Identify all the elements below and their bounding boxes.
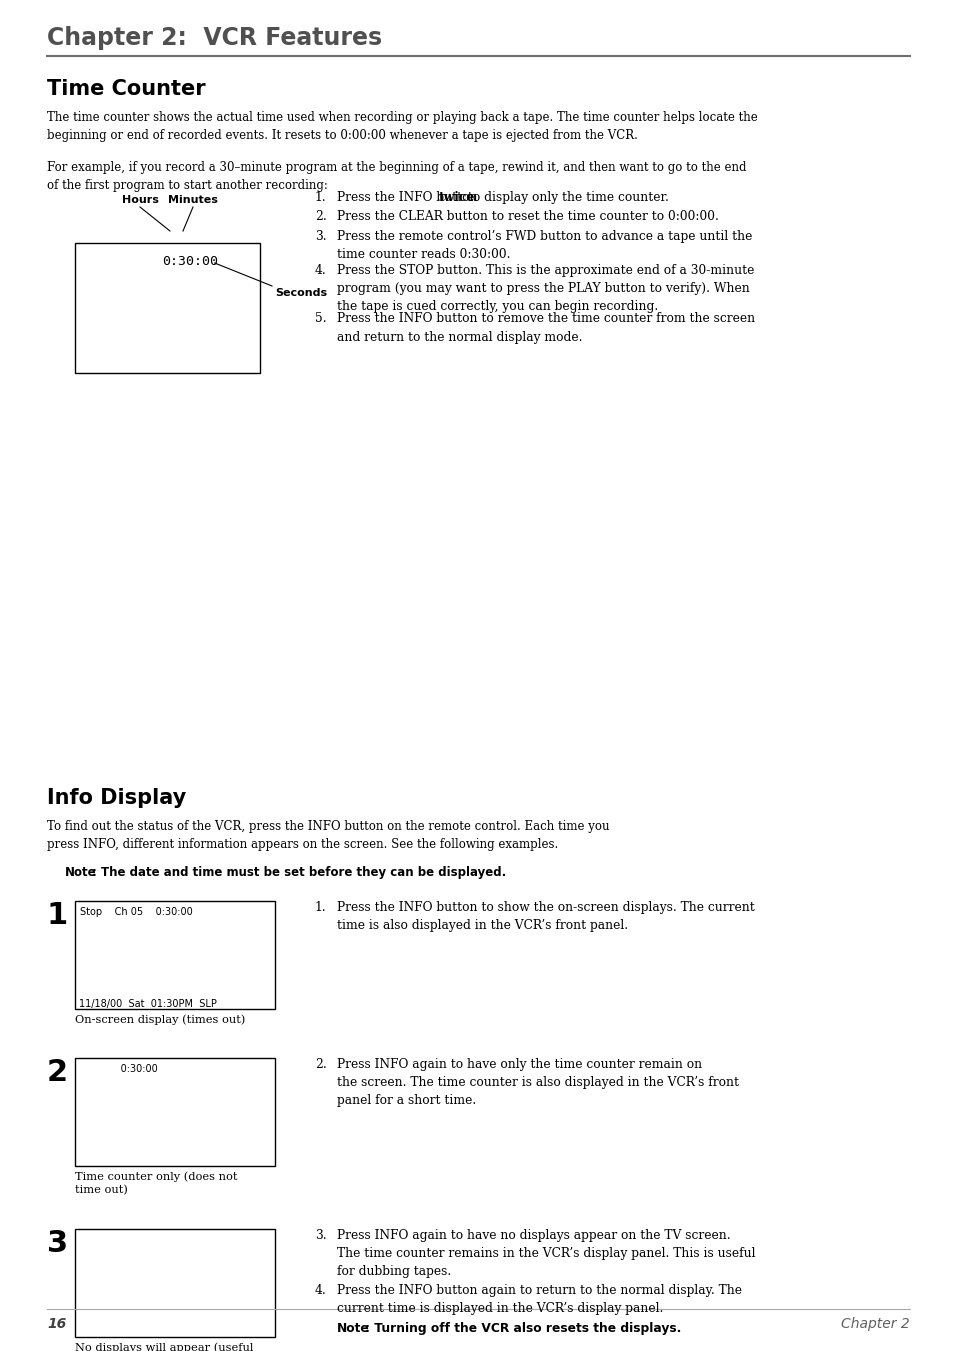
Text: 4.: 4. (314, 263, 327, 277)
Text: Chapter 2: Chapter 2 (841, 1317, 909, 1331)
Text: Note: Note (336, 1323, 370, 1335)
Bar (75, 901, 274, 1009)
Text: 3.: 3. (314, 1229, 326, 1242)
Text: 11/18/00  Sat  01:30PM  SLP: 11/18/00 Sat 01:30PM SLP (79, 998, 216, 1009)
Text: The time counter shows the actual time used when recording or playing back a tap: The time counter shows the actual time u… (47, 111, 757, 142)
Text: 2.: 2. (314, 211, 327, 223)
Text: Info Display: Info Display (47, 788, 186, 808)
Text: 3: 3 (47, 1229, 68, 1258)
Bar (75, 243, 260, 373)
Text: Minutes: Minutes (168, 195, 217, 205)
Text: To find out the status of the VCR, press the INFO button on the remote control. : To find out the status of the VCR, press… (47, 820, 609, 851)
Text: Press the INFO button: Press the INFO button (336, 190, 481, 204)
Text: to display only the time counter.: to display only the time counter. (464, 190, 668, 204)
Text: 0:30:00: 0:30:00 (80, 1065, 157, 1074)
Text: 0:30:00: 0:30:00 (161, 255, 217, 267)
Text: 1.: 1. (314, 190, 326, 204)
Text: 4.: 4. (314, 1283, 327, 1297)
Bar (75, 1058, 274, 1166)
Text: 1.: 1. (314, 901, 326, 915)
Text: Press the INFO button again to return to the normal display. The
current time is: Press the INFO button again to return to… (336, 1283, 741, 1315)
Text: Press the INFO button to remove the time counter from the screen
and return to t: Press the INFO button to remove the time… (336, 312, 755, 343)
Text: 5.: 5. (314, 312, 326, 326)
Bar (75, 1229, 274, 1337)
Text: Press the CLEAR button to reset the time counter to 0:00:00.: Press the CLEAR button to reset the time… (336, 211, 719, 223)
Text: 1: 1 (47, 901, 69, 929)
Text: For example, if you record a 30–minute program at the beginning of a tape, rewin: For example, if you record a 30–minute p… (47, 161, 745, 192)
Text: Press INFO again to have only the time counter remain on
the screen. The time co: Press INFO again to have only the time c… (336, 1058, 739, 1106)
Text: : The date and time must be set before they can be displayed.: : The date and time must be set before t… (91, 866, 506, 880)
Text: Chapter 2:  VCR Features: Chapter 2: VCR Features (47, 26, 382, 50)
Text: Time counter only (does not
time out): Time counter only (does not time out) (75, 1171, 237, 1196)
Text: Hours: Hours (121, 195, 158, 205)
Text: twice: twice (437, 190, 474, 204)
Text: On-screen display (times out): On-screen display (times out) (75, 1015, 245, 1024)
Text: Time Counter: Time Counter (47, 78, 206, 99)
Text: 3.: 3. (314, 230, 326, 243)
Text: Press the STOP button. This is the approximate end of a 30-minute
program (you m: Press the STOP button. This is the appro… (336, 263, 754, 313)
Text: Seconds: Seconds (274, 288, 327, 299)
Text: 2: 2 (47, 1058, 68, 1088)
Text: Press the INFO button to show the on-screen displays. The current
time is also d: Press the INFO button to show the on-scr… (336, 901, 754, 932)
Text: 2.: 2. (314, 1058, 327, 1071)
Text: No displays will appear (useful
for dubbing): No displays will appear (useful for dubb… (75, 1342, 253, 1351)
Text: Stop    Ch 05    0:30:00: Stop Ch 05 0:30:00 (80, 907, 193, 917)
Text: : Turning off the VCR also resets the displays.: : Turning off the VCR also resets the di… (365, 1323, 680, 1335)
Text: Press the remote control’s FWD button to advance a tape until the
time counter r: Press the remote control’s FWD button to… (336, 230, 752, 261)
Text: Note: Note (65, 866, 96, 880)
Text: 16: 16 (47, 1317, 66, 1331)
Text: Press INFO again to have no displays appear on the TV screen.
The time counter r: Press INFO again to have no displays app… (336, 1229, 755, 1278)
